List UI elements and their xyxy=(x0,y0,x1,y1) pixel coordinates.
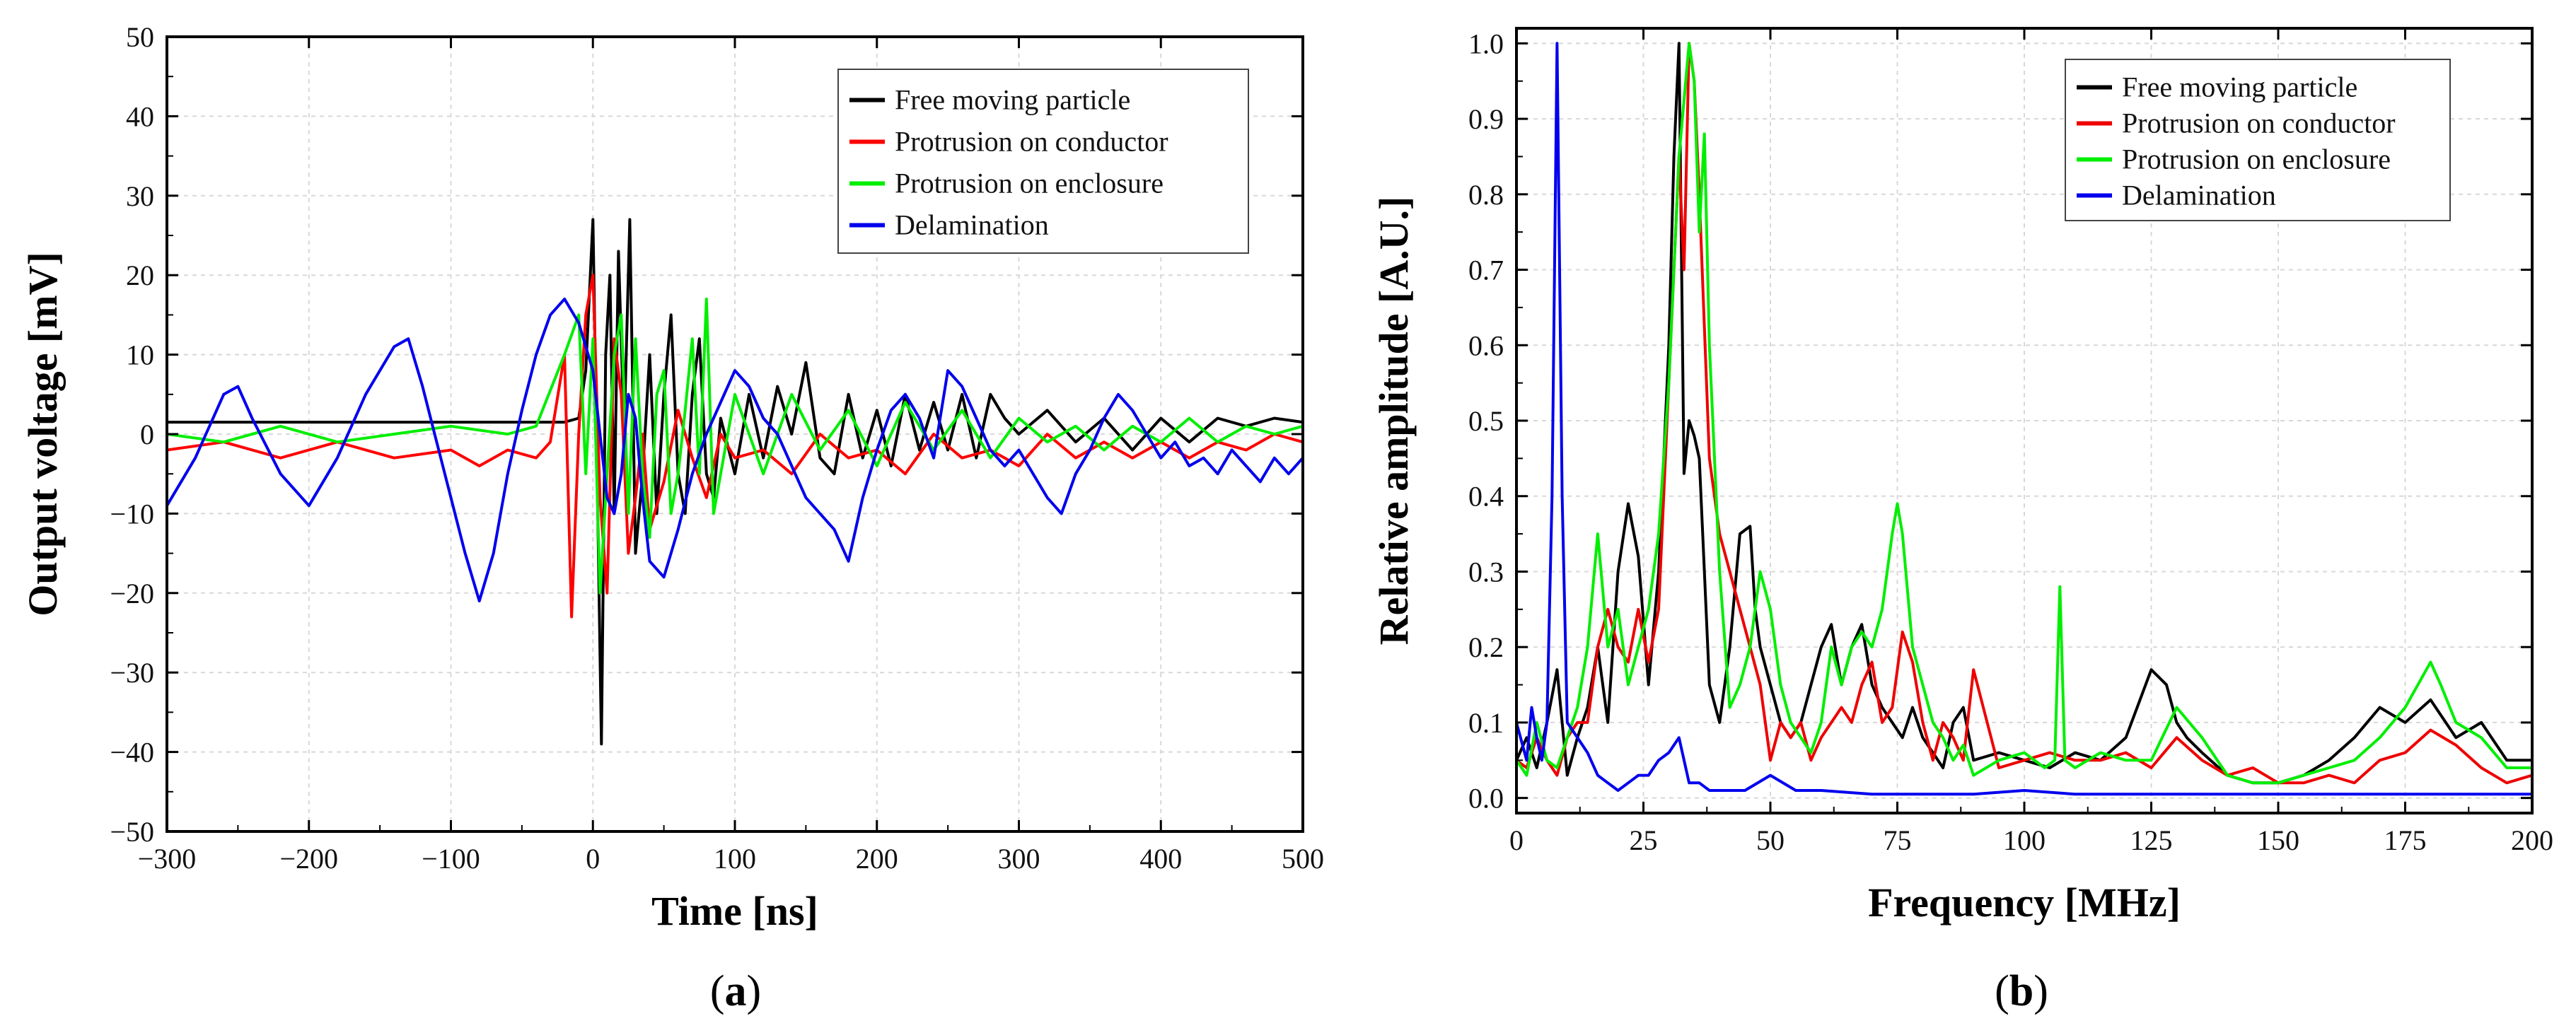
chart-b-y-axis-label: Relative amplitude [A.U.] xyxy=(1371,197,1417,646)
y-tick-label: 0.8 xyxy=(1468,179,1504,211)
x-tick-label: 25 xyxy=(1630,824,1658,856)
chart-b-panel-label: (b) xyxy=(1995,967,2048,1015)
y-tick-label: 0.3 xyxy=(1468,556,1504,588)
legend-label: Free moving particle xyxy=(895,84,1130,116)
series-line-delamination xyxy=(1516,42,2532,796)
chart-a-panel-letter: a xyxy=(725,967,747,1015)
legend-label: Protrusion on conductor xyxy=(895,126,1168,158)
y-tick-label: −40 xyxy=(110,737,154,769)
x-tick-label: −100 xyxy=(422,843,480,875)
x-tick-label: 175 xyxy=(2384,824,2427,856)
y-tick-label: −10 xyxy=(110,498,154,530)
y-tick-label: 0.9 xyxy=(1468,103,1504,135)
legend-box xyxy=(2065,59,2451,221)
x-tick-label: 500 xyxy=(1282,843,1324,875)
chart-a-ticks: −300 −200 −100 0 100 200 300 400 500−50−40−30−20… xyxy=(110,21,1324,875)
y-tick-label: 0.0 xyxy=(1468,783,1504,814)
y-tick-label: 40 xyxy=(126,100,154,132)
chart-a-legend: Free moving particle Protrusion on conduc… xyxy=(837,69,1249,254)
x-tick-label: 200 xyxy=(2511,824,2553,856)
chart-a-x-axis-label: Time [ns] xyxy=(651,888,818,934)
chart-b: 0 25 50 75 100 125 150 175 200 0.0 0.1 0.2 0.3 0.4 0.5… xyxy=(1371,27,2553,1015)
x-tick-label: 150 xyxy=(2257,824,2299,856)
x-tick-label: −300 xyxy=(138,843,197,875)
x-tick-label: 100 xyxy=(2003,824,2046,856)
legend-label: Protrusion on enclosure xyxy=(895,168,1164,199)
x-tick-label: 0 xyxy=(1509,824,1524,856)
x-tick-label: 75 xyxy=(1884,824,1912,856)
y-tick-label: 50 xyxy=(126,21,154,53)
y-tick-label: 0.1 xyxy=(1468,707,1504,739)
y-tick-label: −30 xyxy=(110,657,154,689)
y-tick-label: 0.6 xyxy=(1468,329,1504,361)
chart-a-series xyxy=(167,218,1303,746)
y-tick-label: 0.4 xyxy=(1468,481,1504,513)
legend-label: Delamination xyxy=(895,209,1049,241)
x-tick-label: 125 xyxy=(2130,824,2173,856)
chart-b-x-axis-label: Frequency [MHz] xyxy=(1868,880,2181,925)
legend-label: Free moving particle xyxy=(2122,71,2357,103)
y-tick-label: 0.2 xyxy=(1468,631,1504,663)
chart-b-legend: Free moving particle Protrusion on conduc… xyxy=(2065,59,2451,221)
legend-label: Delamination xyxy=(2122,180,2276,211)
y-tick-label: 1.0 xyxy=(1468,28,1504,59)
legend-box xyxy=(837,69,1249,254)
chart-a: −300 −200 −100 0 100 200 300 400 500−50−40−30−20… xyxy=(20,21,1324,1015)
y-tick-label: −50 xyxy=(110,816,154,848)
y-tick-label: 0.7 xyxy=(1468,255,1504,286)
chart-a-y-axis-label: Output voltage [mV] xyxy=(20,252,66,617)
y-tick-label: 0.5 xyxy=(1468,405,1504,437)
series-line-protrusion-on-enclosure xyxy=(167,297,1303,595)
chart-a-panel-label: (a) xyxy=(710,967,761,1015)
chart-b-ticks: 0 25 50 75 100 125 150 175 200 0.0 0.1 0.2 0.3 0.4 0.5… xyxy=(1468,28,2553,856)
x-tick-label: 300 xyxy=(998,843,1040,875)
y-tick-label: 0 xyxy=(140,419,154,450)
series-line-protrusion-on-enclosure xyxy=(1516,42,2532,785)
legend-label: Protrusion on enclosure xyxy=(2122,144,2391,175)
x-tick-label: −200 xyxy=(279,843,338,875)
x-tick-label: 0 xyxy=(586,843,600,875)
series-line-free-moving-particle xyxy=(167,218,1303,746)
y-tick-label: 30 xyxy=(126,180,154,212)
series-line-protrusion-on-conductor xyxy=(167,274,1303,619)
legend-label: Protrusion on conductor xyxy=(2122,107,2396,139)
y-tick-label: −20 xyxy=(110,578,154,609)
series-line-protrusion-on-conductor xyxy=(1516,42,2532,785)
series-line-delamination xyxy=(167,297,1303,602)
chart-b-panel-letter: b xyxy=(2009,967,2033,1015)
y-tick-label: 10 xyxy=(126,339,154,371)
x-tick-label: 400 xyxy=(1139,843,1182,875)
y-tick-label: 20 xyxy=(126,259,154,291)
x-tick-label: 50 xyxy=(1756,824,1785,856)
x-tick-label: 100 xyxy=(714,843,756,875)
chart-b-series xyxy=(1516,42,2532,796)
x-tick-label: 200 xyxy=(856,843,898,875)
